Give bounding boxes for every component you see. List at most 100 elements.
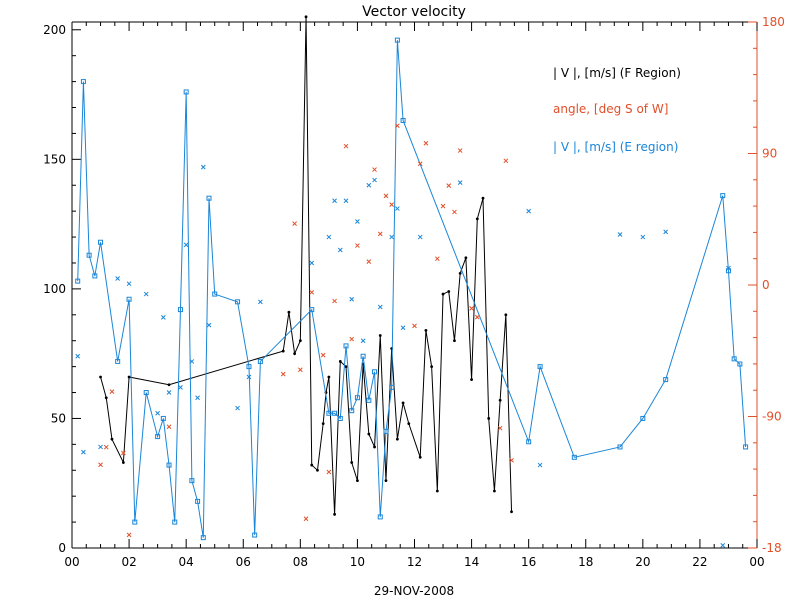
data-point bbox=[354, 395, 360, 401]
data-point bbox=[343, 343, 349, 349]
data-point bbox=[252, 532, 258, 538]
data-point bbox=[183, 242, 189, 248]
data-point bbox=[309, 307, 315, 313]
data-point bbox=[337, 415, 343, 421]
legend: | V |, [m/s] (F Region) angle, [deg S of… bbox=[553, 66, 681, 154]
data-point bbox=[310, 463, 314, 467]
data-point bbox=[372, 369, 378, 375]
legend-entry-e-region: | V |, [m/s] (E region) bbox=[553, 140, 678, 154]
data-point bbox=[498, 398, 502, 402]
data-point bbox=[166, 424, 172, 430]
data-point bbox=[537, 462, 543, 468]
y-right-tick-label: -18 bbox=[762, 541, 782, 555]
data-point bbox=[166, 462, 172, 468]
data-point bbox=[366, 182, 372, 188]
x-axis-label: 29-NOV-2008 bbox=[374, 584, 454, 598]
data-point bbox=[280, 371, 286, 377]
x-tick-label: 00 bbox=[64, 555, 79, 569]
data-point bbox=[343, 198, 349, 204]
data-point bbox=[510, 510, 513, 514]
series-layer bbox=[75, 15, 749, 548]
data-point bbox=[127, 375, 131, 379]
data-point bbox=[81, 449, 86, 455]
data-point bbox=[526, 208, 532, 214]
y-right-tick-label: -90 bbox=[762, 410, 782, 424]
data-point bbox=[304, 15, 308, 19]
data-point bbox=[349, 336, 355, 342]
y-left-tick-label: 0 bbox=[58, 541, 66, 555]
data-point bbox=[412, 323, 417, 329]
data-point bbox=[126, 281, 132, 287]
data-point bbox=[417, 234, 423, 240]
data-point bbox=[332, 410, 338, 416]
data-point bbox=[349, 296, 355, 302]
data-point bbox=[377, 231, 383, 237]
data-point bbox=[75, 353, 81, 359]
y-left-tick-label: 200 bbox=[43, 23, 66, 37]
data-point bbox=[258, 299, 263, 305]
data-point bbox=[400, 325, 406, 331]
data-point bbox=[326, 469, 332, 475]
data-point bbox=[126, 532, 132, 538]
left-axis-ticks: 0 50 100 150 200 bbox=[43, 23, 81, 555]
data-point bbox=[195, 395, 200, 401]
data-point bbox=[366, 397, 372, 403]
series-1 bbox=[75, 37, 749, 541]
data-point bbox=[430, 365, 434, 369]
data-point bbox=[446, 183, 452, 188]
data-point bbox=[343, 143, 349, 149]
data-point bbox=[206, 322, 212, 328]
data-point bbox=[309, 260, 315, 266]
data-point bbox=[384, 479, 388, 483]
data-point bbox=[350, 461, 354, 464]
data-point bbox=[640, 415, 646, 421]
data-point bbox=[257, 358, 263, 364]
data-point bbox=[356, 479, 359, 483]
x-tick-label: 12 bbox=[407, 555, 422, 569]
y-left-tick-label: 50 bbox=[51, 411, 66, 425]
data-point bbox=[235, 405, 240, 411]
data-point bbox=[389, 234, 395, 240]
data-point bbox=[167, 383, 171, 387]
data-point bbox=[321, 422, 325, 426]
data-point bbox=[246, 364, 252, 370]
data-point bbox=[441, 292, 445, 296]
y-right-tick-label: 90 bbox=[762, 147, 777, 161]
data-point bbox=[126, 296, 132, 302]
x-tick-label: 16 bbox=[521, 555, 536, 569]
series-line bbox=[77, 40, 747, 538]
data-point bbox=[377, 304, 383, 310]
data-point bbox=[417, 161, 423, 167]
data-point bbox=[395, 437, 399, 441]
data-point bbox=[212, 291, 218, 297]
data-point bbox=[367, 432, 371, 436]
data-point bbox=[355, 219, 360, 224]
data-point bbox=[292, 221, 297, 226]
x-tick-label: 08 bbox=[293, 555, 308, 569]
data-point bbox=[457, 180, 463, 186]
x-tick-label: 04 bbox=[179, 555, 194, 569]
data-point bbox=[103, 444, 109, 450]
data-point bbox=[338, 360, 342, 363]
data-point bbox=[394, 37, 400, 43]
data-point bbox=[86, 252, 92, 258]
data-point bbox=[287, 310, 291, 314]
data-point bbox=[178, 384, 183, 390]
data-point bbox=[183, 89, 189, 95]
data-point bbox=[504, 313, 508, 317]
data-point bbox=[155, 410, 160, 416]
x-tick-label: 14 bbox=[464, 555, 479, 569]
data-point bbox=[160, 415, 166, 421]
data-point bbox=[470, 378, 473, 381]
data-point bbox=[452, 209, 457, 215]
data-point bbox=[98, 462, 103, 468]
x-tick-label: 20 bbox=[635, 555, 650, 569]
data-point bbox=[640, 234, 646, 240]
x-tick-label: 18 bbox=[578, 555, 593, 569]
data-point bbox=[474, 314, 480, 320]
data-point bbox=[663, 377, 669, 383]
data-point bbox=[349, 408, 355, 414]
data-point bbox=[395, 123, 400, 129]
data-point bbox=[200, 164, 206, 170]
